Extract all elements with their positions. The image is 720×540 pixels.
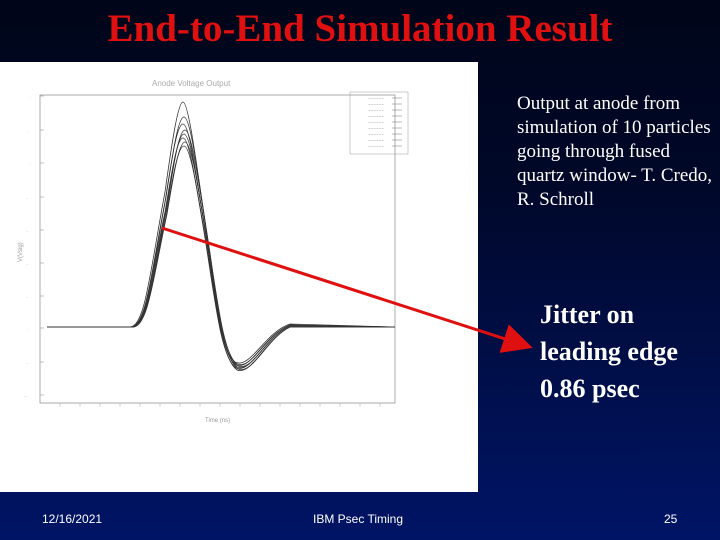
footer-date: 12/16/2021 xyxy=(42,512,103,526)
svg-text:~~~~~~: ~~~~~~ xyxy=(368,120,384,125)
page-number: 25 xyxy=(664,512,678,526)
svg-text:~~~~~~: ~~~~~~ xyxy=(368,132,384,137)
svg-text:~~~~~~: ~~~~~~ xyxy=(368,144,384,149)
svg-text:~~~~~~: ~~~~~~ xyxy=(368,108,384,113)
footer-title: IBM Psec Timing xyxy=(313,512,404,526)
svg-text:Time (ns): Time (ns) xyxy=(205,418,230,424)
svg-text:..: .. xyxy=(26,228,29,234)
svg-text:~~~~~~: ~~~~~~ xyxy=(368,138,384,143)
simulation-plot-image: Anode Voltage Output ... ...... ..... ..… xyxy=(0,62,478,492)
svg-text:.: . xyxy=(28,326,29,332)
svg-text:.: . xyxy=(30,94,31,100)
svg-text:.: . xyxy=(28,128,29,134)
svg-text:~~~~~~: ~~~~~~ xyxy=(368,126,384,131)
svg-text:~~~~~~: ~~~~~~ xyxy=(368,102,384,107)
svg-text:Anode Voltage Output: Anode Voltage Output xyxy=(152,79,231,88)
anode-voltage-plot: Anode Voltage Output ... ...... ..... ..… xyxy=(18,79,409,424)
svg-text:..: .. xyxy=(26,261,29,267)
svg-text:..: .. xyxy=(26,294,29,300)
svg-text:..: .. xyxy=(26,195,29,201)
slide-title: End-to-End Simulation Result xyxy=(107,7,613,50)
svg-text:~~~~~~: ~~~~~~ xyxy=(368,114,384,119)
svg-text:~~~~~~: ~~~~~~ xyxy=(368,96,384,101)
svg-text:V(Vsig): V(Vsig) xyxy=(18,242,24,262)
jitter-callout: Jitter on leading edge 0.86 psec xyxy=(540,300,678,403)
svg-text:.: . xyxy=(30,161,31,167)
svg-text:...: ... xyxy=(24,393,28,399)
simulation-caption: Output at anode from simulation of 10 pa… xyxy=(517,93,713,210)
svg-text:..: .. xyxy=(26,360,29,366)
